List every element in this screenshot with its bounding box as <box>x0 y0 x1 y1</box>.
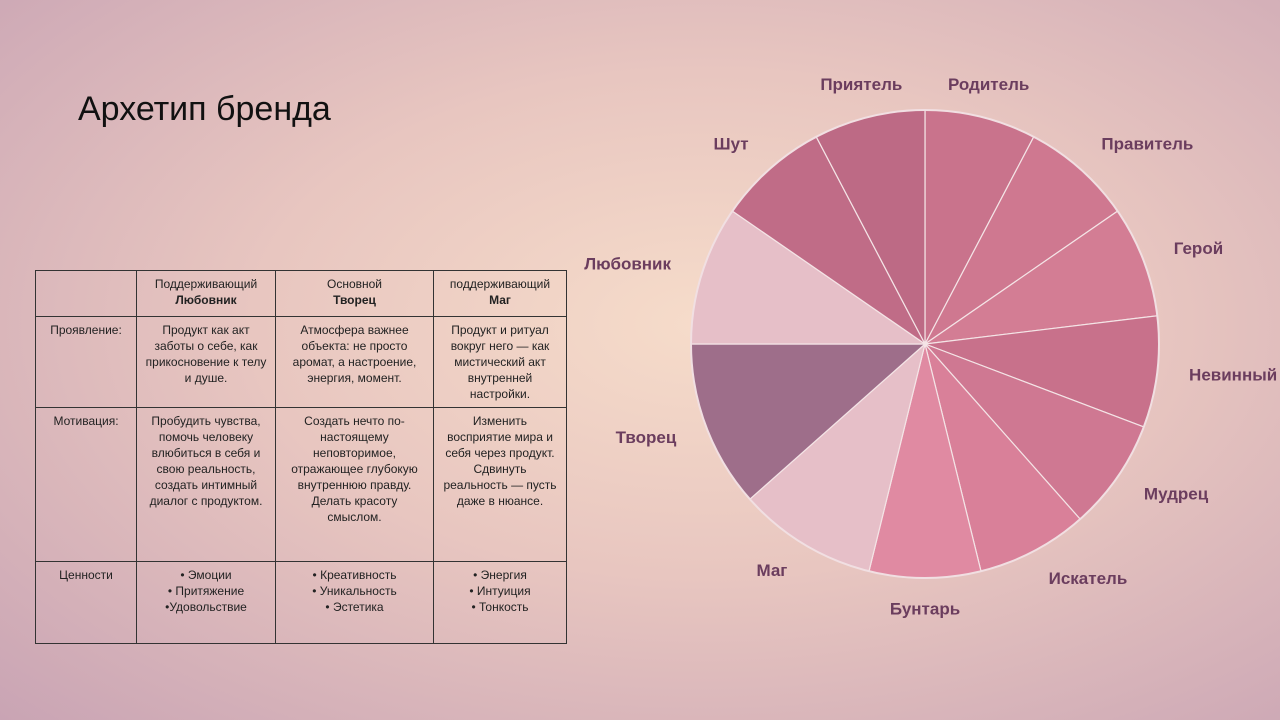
column-header: Поддерживающий Любовник <box>136 270 276 317</box>
row-label-text: Мотивация: <box>53 414 119 428</box>
table-cell: • Эмоции • Притяжение •Удовольствие <box>136 561 276 644</box>
cell-text: • Тонкость <box>471 600 529 614</box>
slice-label: Мудрец <box>1144 485 1209 504</box>
cell-text: Пробудить чувства, помочь человеку влюби… <box>149 414 263 508</box>
table-cell: Атмосфера важнее объекта: не просто аром… <box>275 316 434 408</box>
cell-text: • Притяжение <box>167 584 245 598</box>
column-name: Творец <box>333 293 376 307</box>
column-role: Основной <box>326 277 382 291</box>
archetype-table: Поддерживающий Любовник Основной Творец подд… <box>35 270 567 644</box>
table-row: Ценности • Эмоции • Притяжение •Удовольстви… <box>35 561 567 644</box>
corner-cell <box>35 270 137 317</box>
row-label-text: Ценности <box>59 568 113 582</box>
cell-text: • Эстетика <box>325 600 384 614</box>
table-cell: Создать нечто по-настоящему неповторимое… <box>275 407 434 562</box>
slice-label: Герой <box>1174 239 1223 258</box>
cell-text: Продукт и ритуал вокруг него — как мисти… <box>450 323 550 401</box>
slice-label: Шут <box>714 134 749 153</box>
column-name: Любовник <box>175 293 237 307</box>
row-label: Проявление: <box>35 316 137 408</box>
table-cell: • Энергия • Интуиция • Тонкость <box>433 561 567 644</box>
row-label-text: Проявление: <box>50 323 122 337</box>
column-header: поддерживающий Маг <box>433 270 567 317</box>
table-cell: • Креативность • Уникальность • Эстетика <box>275 561 434 644</box>
slice-label: Искатель <box>1049 569 1128 588</box>
table-cell: Продукт и ритуал вокруг него — как мисти… <box>433 316 567 408</box>
cell-text: • Энергия <box>473 568 527 582</box>
table-cell: Пробудить чувства, помочь человеку влюби… <box>136 407 276 562</box>
slice-label: Правитель <box>1101 134 1193 153</box>
table-row: Мотивация: Пробудить чувства, помочь чело… <box>35 407 567 562</box>
table-cell: Изменить восприятие мира и себя через пр… <box>433 407 567 562</box>
column-name: Маг <box>489 293 511 307</box>
slice-label: Любовник <box>584 254 671 273</box>
slice-label: Приятель <box>820 75 902 94</box>
cell-text: • Уникальность <box>312 584 397 598</box>
slide-title: Архетип бренда <box>78 90 331 128</box>
cell-text: •Удовольствие <box>165 600 247 614</box>
header-row: Поддерживающий Любовник Основной Творец подд… <box>35 270 567 317</box>
cell-text: • Интуиция <box>469 584 531 598</box>
column-header: Основной Творец <box>275 270 434 317</box>
cell-text: Продукт как акт заботы о себе, как прико… <box>145 323 267 385</box>
cell-text: Изменить восприятие мира и себя через пр… <box>443 414 557 508</box>
column-role: поддерживающий <box>449 277 551 291</box>
pie-outline <box>690 109 1160 579</box>
cell-text: • Эмоции <box>180 568 232 582</box>
table-cell: Продукт как акт заботы о себе, как прико… <box>136 316 276 408</box>
cell-text: Создать нечто по-настоящему неповторимое… <box>291 414 418 524</box>
slice-label: Творец <box>616 428 677 447</box>
slice-label: Бунтарь <box>890 599 960 618</box>
slice-label: Родитель <box>948 75 1029 94</box>
row-label: Мотивация: <box>35 407 137 562</box>
table-row: Проявление: Продукт как акт заботы о себе… <box>35 316 567 408</box>
column-role: Поддерживающий <box>154 277 258 291</box>
slice-label: Маг <box>756 561 787 580</box>
row-label: Ценности <box>35 561 137 644</box>
cell-text: Атмосфера важнее объекта: не просто аром… <box>292 323 417 385</box>
slice-label: Невинный <box>1189 366 1277 385</box>
cell-text: • Креативность <box>312 568 397 582</box>
